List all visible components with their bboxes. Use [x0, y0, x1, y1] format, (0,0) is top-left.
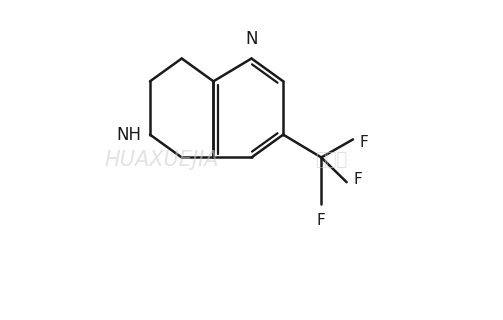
Text: HUAXUEJIA: HUAXUEJIA: [104, 150, 218, 170]
Text: F: F: [360, 135, 369, 150]
Text: N: N: [245, 30, 258, 48]
Text: F: F: [354, 172, 362, 187]
Text: NH: NH: [116, 126, 141, 144]
Text: 化学加: 化学加: [315, 151, 347, 169]
Text: F: F: [317, 213, 325, 228]
